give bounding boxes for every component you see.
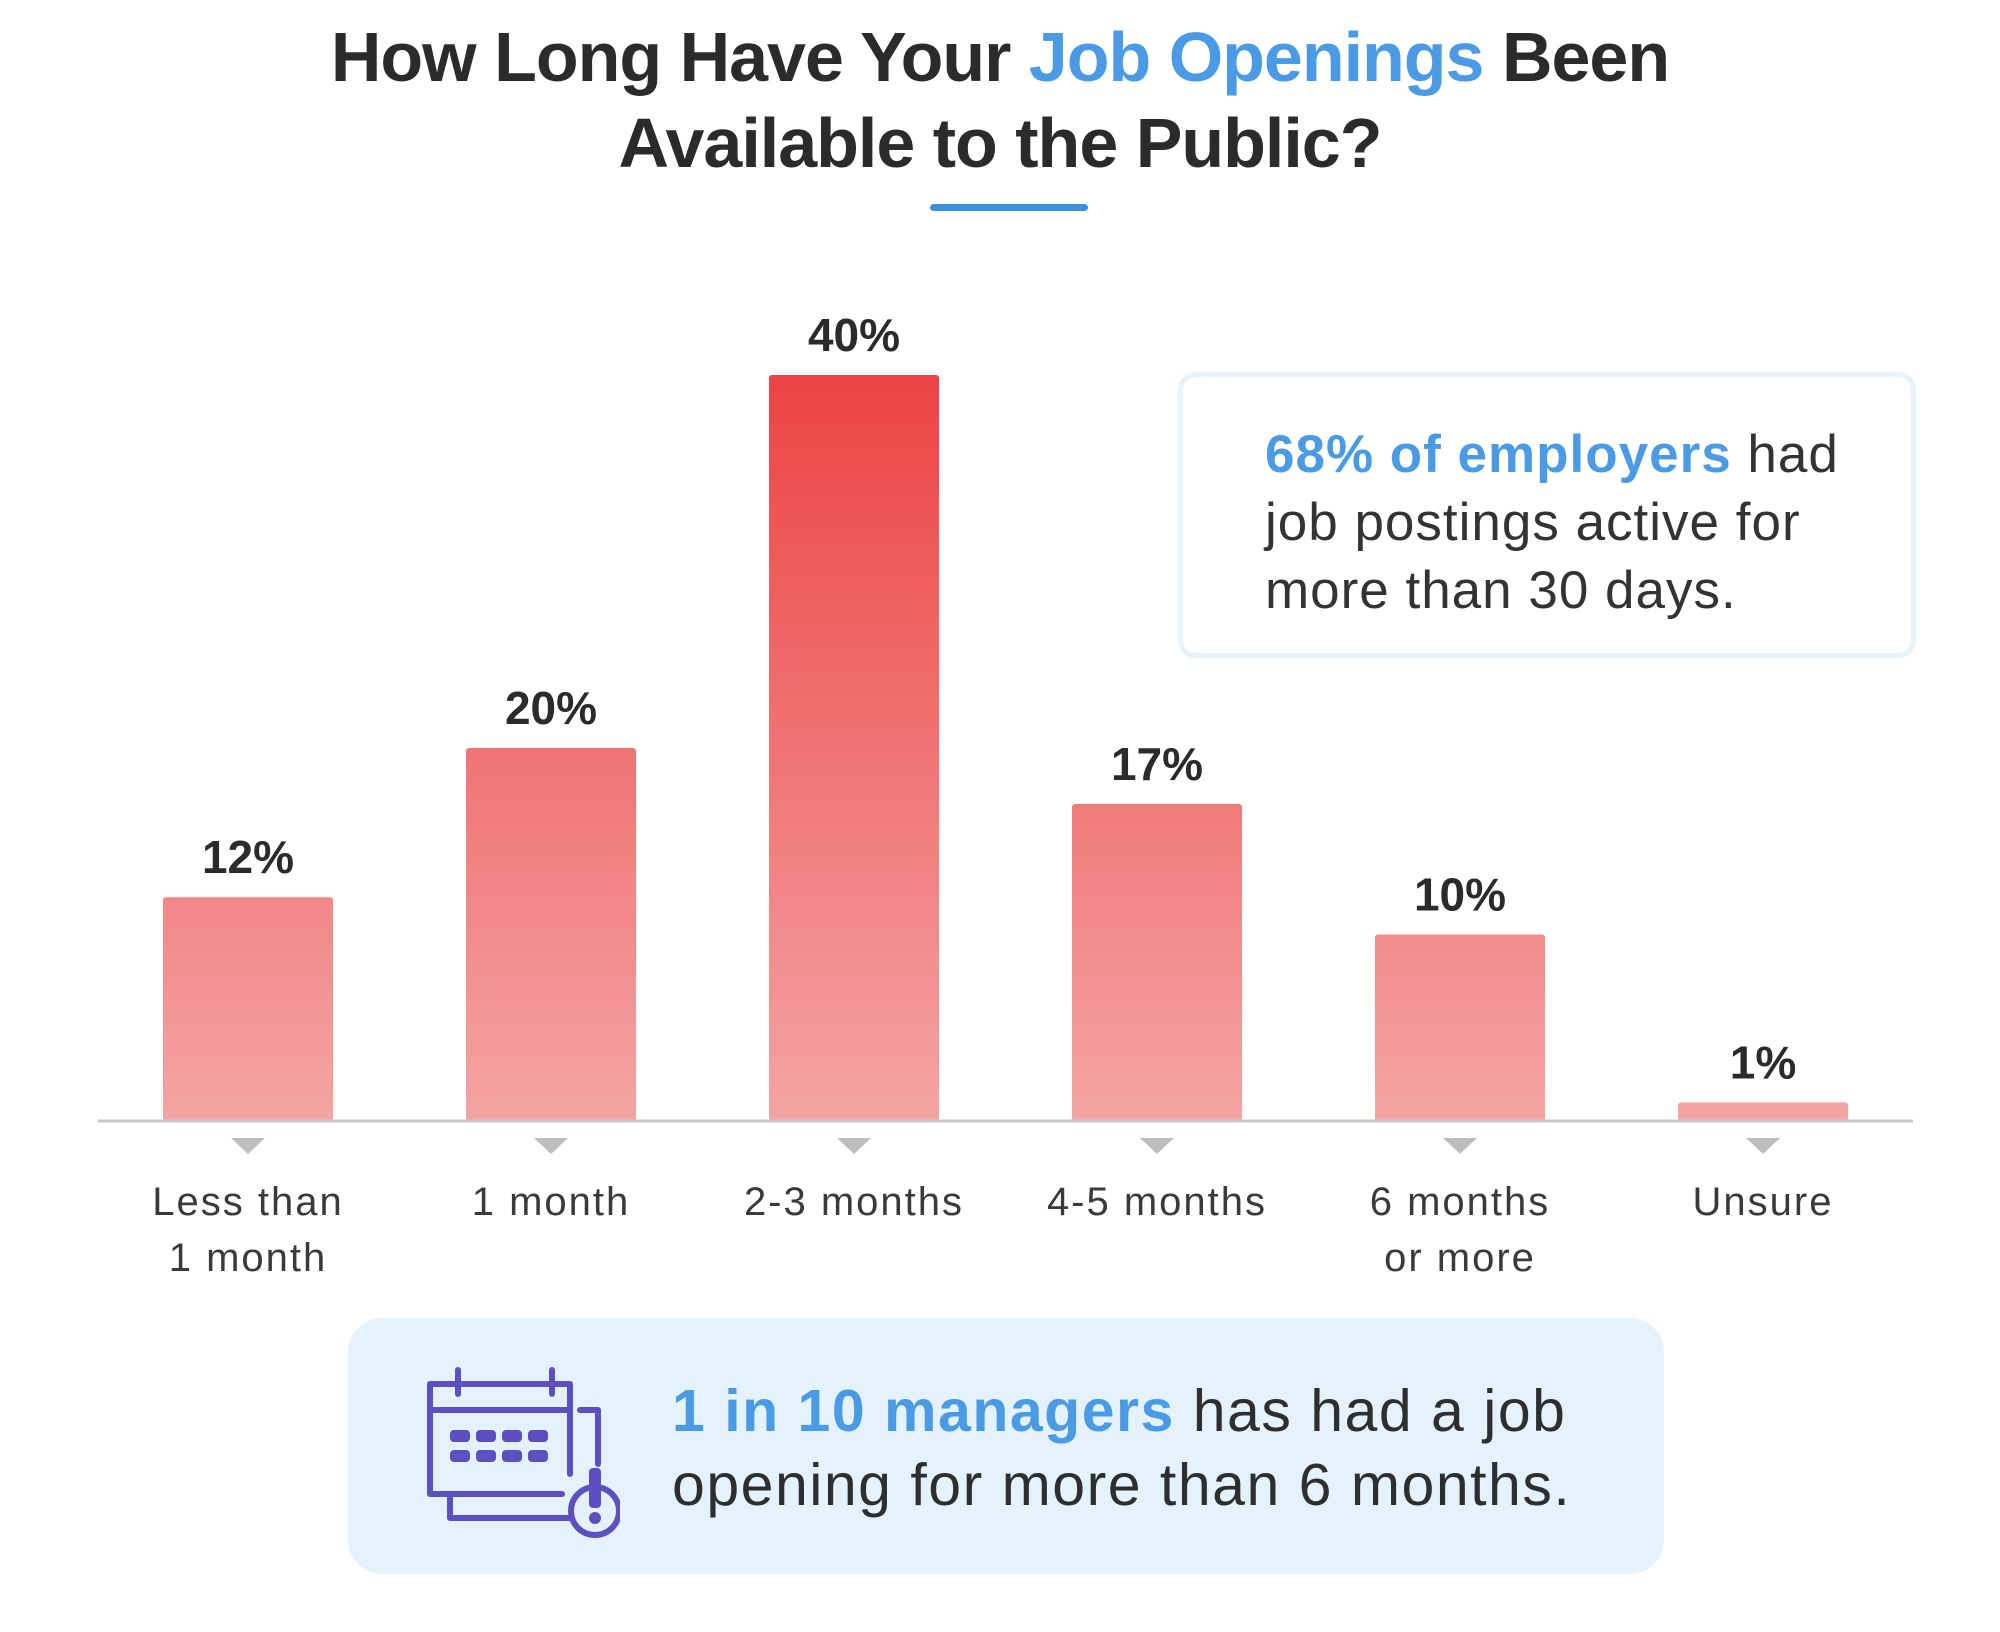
tick-marker [837, 1138, 871, 1154]
tick-marker [231, 1138, 265, 1154]
chart-title-line1: How Long Have Your Job Openings Been [0, 14, 2000, 100]
bar [466, 748, 636, 1121]
x-tick-label: 1 month [472, 1180, 631, 1224]
title-part2: Been [1483, 18, 1670, 96]
bar [1678, 1102, 1848, 1121]
tick-marker [1140, 1138, 1174, 1154]
x-tick-label: 2-3 months [744, 1180, 964, 1224]
x-tick-label-line: Unsure [1693, 1180, 1834, 1224]
callout-highlight: 68% of employers [1265, 425, 1732, 484]
title-highlight: Job Openings [1028, 18, 1485, 96]
x-tick-label: 6 months or more [1370, 1180, 1551, 1280]
data-label: 12% [202, 831, 294, 883]
x-tick-label: Unsure [1693, 1180, 1834, 1224]
x-tick-label-line: 2-3 months [744, 1180, 964, 1224]
x-tick-label-line: 6 months [1370, 1180, 1551, 1224]
bottom-banner-body: has had a job opening for more than 6 mo… [672, 1378, 1572, 1518]
bottom-banner-text: 1 in 10 managers has had a job opening f… [672, 1374, 1632, 1522]
data-label: 40% [808, 309, 900, 361]
callout-text: had job postings active for more than 30… [1265, 425, 1839, 620]
data-label: 20% [505, 682, 597, 734]
callout-box: 68% of employers had job postings active… [1178, 372, 1916, 658]
x-tick-label-line: 4-5 months [1047, 1180, 1267, 1224]
tick-marker [1443, 1138, 1477, 1154]
title-underline [930, 204, 1088, 211]
x-tick-label-line: or more [1384, 1236, 1536, 1280]
data-label: 17% [1111, 738, 1203, 790]
chart-title-line2: Available to the Public? [618, 104, 1383, 182]
x-tick-label-line: Less than [152, 1180, 343, 1224]
bottom-banner: 1 in 10 managers has had a job opening f… [348, 1318, 1664, 1574]
bar [769, 375, 939, 1121]
calendar-alert-icon [427, 1367, 620, 1538]
x-tick-label: 4-5 months [1047, 1180, 1267, 1224]
tick-marker [1746, 1138, 1780, 1154]
x-tick-label-line: 1 month [472, 1180, 631, 1224]
bar [1072, 803, 1242, 1121]
title-part1: How Long Have Your [330, 18, 1029, 96]
bar [1375, 934, 1545, 1121]
tick-marker [534, 1138, 568, 1154]
data-label: 1% [1730, 1036, 1796, 1088]
data-label: 10% [1414, 869, 1506, 921]
x-tick-label-line: 1 month [169, 1236, 328, 1280]
bar [163, 897, 333, 1121]
chart-title: How Long Have Your Job Openings Been Ava… [0, 14, 2000, 186]
x-tick-label: Less than 1 month [152, 1180, 343, 1280]
bottom-banner-highlight: 1 in 10 managers [672, 1378, 1175, 1444]
